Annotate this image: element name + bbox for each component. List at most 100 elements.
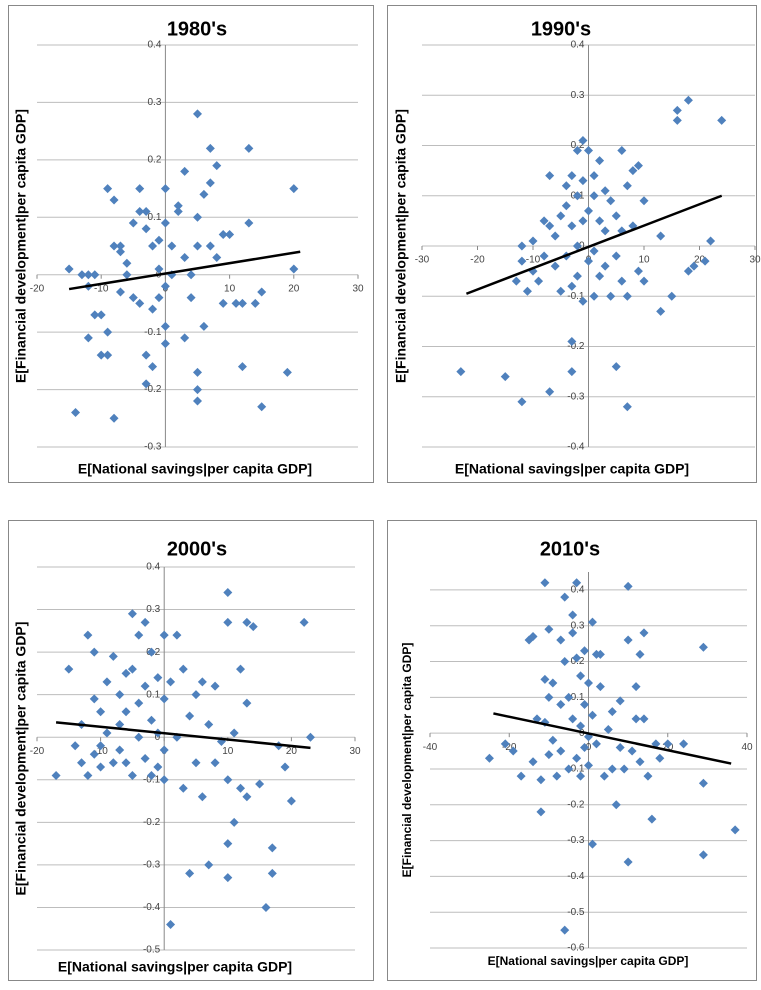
scatter-point (77, 270, 87, 280)
scatter-point (299, 617, 309, 627)
scatter-point (185, 868, 195, 878)
scatter-point (672, 115, 682, 125)
scatter-point (572, 241, 582, 251)
scatter-point (153, 673, 163, 683)
scatter-point (140, 754, 150, 763)
scatter-point (134, 732, 144, 742)
scatter-point (683, 266, 693, 276)
scatter-point (567, 221, 577, 231)
scatter-point (540, 674, 550, 684)
scatter-point (70, 741, 80, 751)
x-tick-label: 20 (288, 283, 300, 294)
x-axis-label: E[National savings|per capita GDP] (78, 461, 312, 477)
scatter-point (607, 764, 617, 774)
scatter-point (631, 682, 641, 692)
scatter-point (578, 135, 588, 145)
scatter-point (109, 241, 119, 251)
scatter-point (656, 231, 666, 241)
scatter-point (717, 115, 727, 125)
scatter-point (115, 745, 125, 755)
scatter-point (500, 739, 510, 749)
scatter-point (197, 792, 207, 802)
x-tick-label: -10 (93, 746, 108, 757)
scatter-point (599, 771, 609, 781)
panel-frame (8, 5, 374, 483)
scatter-point (561, 181, 571, 191)
scatter-point (516, 771, 526, 781)
scatter-point (89, 647, 99, 657)
scatter-point (572, 653, 582, 663)
scatter-point (580, 699, 590, 709)
scatter-point (289, 184, 299, 194)
y-tick-label: 0.1 (571, 692, 585, 703)
scatter-point (89, 749, 99, 759)
scatter-point (141, 224, 151, 234)
scatter-point (121, 668, 131, 678)
scatter-point (96, 741, 106, 751)
y-tick-label: 0.3 (571, 90, 585, 101)
scatter-point (154, 235, 164, 245)
y-tick-label: -0.2 (143, 817, 161, 828)
scatter-point (178, 783, 188, 793)
scatter-point (127, 664, 137, 674)
scatter-point (223, 873, 233, 883)
scatter-point (639, 276, 649, 286)
scatter-point (193, 212, 202, 222)
scatter-point (633, 161, 643, 171)
scatter-point (83, 333, 93, 343)
scatter-point (639, 196, 649, 206)
scatter-point (545, 221, 555, 231)
scatter-point (191, 758, 201, 768)
scatter-point (576, 721, 586, 731)
scatter-point (186, 270, 196, 280)
scatter-point (257, 402, 267, 412)
scatter-point (568, 610, 578, 620)
x-tick-label: 20 (694, 255, 706, 266)
y-tick-label: -0.1 (567, 764, 585, 775)
scatter-point (528, 236, 538, 246)
scatter-point (115, 690, 125, 700)
scatter-point (607, 707, 617, 717)
scatter-point (121, 758, 131, 768)
scatter-point (611, 800, 621, 810)
scatter-point (160, 339, 170, 349)
scatter-point (706, 236, 716, 246)
y-tick-label: 0.4 (147, 40, 161, 51)
scatter-point (567, 171, 577, 181)
scatter-point (611, 211, 621, 221)
y-tick-label: 0 (579, 241, 585, 252)
scatter-point (556, 635, 566, 645)
scatter-point (223, 588, 233, 598)
chart-title: 2010's (540, 538, 600, 560)
x-tick-label: -30 (415, 255, 430, 266)
x-axis-label: E[National savings|per capita GDP] (488, 954, 689, 968)
y-tick-label: 0.3 (147, 97, 161, 108)
y-tick-label: -0.4 (567, 442, 585, 453)
scatter-point (193, 396, 202, 406)
scatter-point (550, 261, 560, 271)
scatter-point (556, 699, 566, 709)
scatter-point (159, 745, 169, 755)
scatter-point (244, 143, 254, 153)
scatter-point (186, 293, 196, 303)
scatter-point (108, 651, 118, 661)
scatter-point (103, 350, 113, 360)
scatter-point (115, 719, 125, 729)
scatter-point (166, 677, 176, 687)
scatter-point (572, 271, 582, 281)
scatter-point (134, 698, 144, 708)
y-tick-label: -0.4 (567, 871, 585, 882)
x-axis-label: E[National savings|per capita GDP] (455, 461, 689, 477)
scatter-point (127, 771, 137, 781)
scatter-point (172, 630, 182, 640)
x-tick-label: 20 (286, 746, 298, 757)
scatter-point (689, 261, 699, 271)
x-tick-label: -20 (30, 283, 45, 294)
scatter-point (595, 682, 605, 692)
scatter-point (561, 201, 571, 211)
scatter-point (90, 310, 100, 320)
scatter-point (603, 725, 613, 735)
scatter-point (580, 646, 590, 656)
scatter-point (550, 231, 560, 241)
scatter-point (617, 276, 627, 286)
